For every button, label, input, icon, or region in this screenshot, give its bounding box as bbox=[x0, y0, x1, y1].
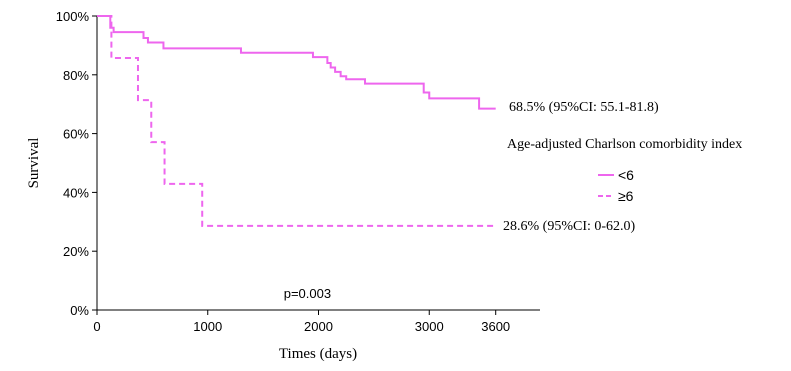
y-tick-label: 20% bbox=[63, 244, 89, 259]
x-tick-label: 1000 bbox=[193, 319, 222, 334]
series-group bbox=[97, 15, 496, 227]
x-ticks: 0 1000 2000 3000 3600 bbox=[93, 310, 510, 334]
series-ge6-line bbox=[97, 15, 496, 227]
x-tick-label: 3600 bbox=[481, 319, 510, 334]
y-tick-label: 80% bbox=[63, 68, 89, 83]
y-tick-label: 0% bbox=[70, 303, 89, 318]
legend: <6 ≥6 bbox=[598, 167, 634, 204]
y-tick-label: 40% bbox=[63, 185, 89, 200]
legend-label-ge6: ≥6 bbox=[618, 188, 634, 204]
series-lt6-line bbox=[97, 15, 496, 110]
x-axis-title: Times (days) bbox=[279, 346, 357, 362]
x-tick-label: 2000 bbox=[304, 319, 333, 334]
axes bbox=[96, 16, 540, 311]
legend-title: Age-adjusted Charlson comorbidity index bbox=[507, 137, 742, 152]
x-tick-label: 3000 bbox=[415, 319, 444, 334]
x-tick-label: 0 bbox=[93, 319, 100, 334]
y-tick-label: 60% bbox=[63, 127, 89, 142]
y-axis-title: Survival bbox=[26, 138, 42, 189]
series-lt6-end-label: 68.5% (95%CI: 55.1-81.8) bbox=[509, 100, 659, 115]
series-ge6-end-label: 28.6% (95%CI: 0-62.0) bbox=[503, 219, 636, 234]
p-value-annotation: p=0.003 bbox=[284, 286, 331, 301]
y-tick-label: 100% bbox=[56, 9, 90, 24]
y-ticks: 0% 20% 40% 60% 80% 100% bbox=[56, 9, 97, 318]
legend-label-lt6: <6 bbox=[618, 167, 634, 183]
